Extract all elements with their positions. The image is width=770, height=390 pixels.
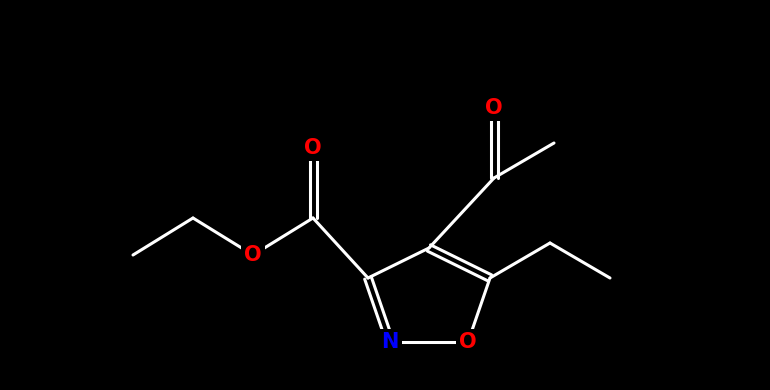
Text: O: O [459, 332, 477, 352]
Text: O: O [304, 138, 322, 158]
Text: O: O [485, 98, 503, 118]
Text: O: O [244, 245, 262, 265]
Text: N: N [381, 332, 399, 352]
